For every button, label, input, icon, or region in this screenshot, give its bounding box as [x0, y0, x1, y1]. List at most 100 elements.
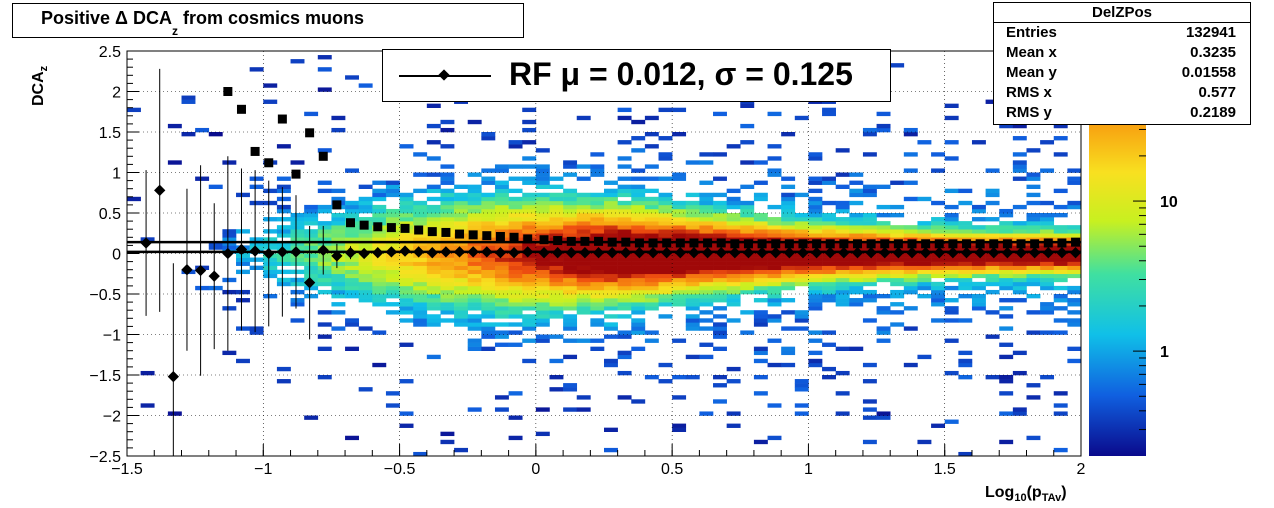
heatmap-cell: [767, 217, 782, 222]
heatmap-cell: [944, 269, 959, 275]
heatmap-cell: [508, 261, 523, 266]
heatmap-cell: [781, 208, 796, 214]
heatmap-cell: [481, 306, 496, 311]
heatmap-cell: [944, 156, 959, 161]
heatmap-cell: [467, 281, 482, 287]
heatmap-cell: [494, 322, 509, 327]
heatmap-cell: [1026, 330, 1041, 335]
heatmap-cell: [713, 289, 727, 295]
heatmap-cell: [508, 257, 523, 262]
heatmap-cell: [331, 221, 346, 226]
heatmap-cell: [290, 281, 305, 287]
heatmap-cell: [726, 144, 741, 149]
heatmap-cell: [549, 196, 564, 202]
heatmap-cell: [276, 217, 291, 222]
rms-point: [675, 238, 685, 248]
heatmap-cell: [481, 277, 496, 283]
heatmap-cell: [917, 261, 932, 266]
heatmap-cell: [276, 281, 291, 287]
heatmap-cell: [440, 318, 455, 323]
heatmap-cell: [467, 192, 482, 198]
heatmap-cell: [385, 213, 400, 218]
heatmap-cell: [1053, 233, 1068, 238]
heatmap-cell: [508, 196, 523, 202]
heatmap-cell: [481, 241, 496, 246]
heatmap-cell: [1012, 176, 1027, 181]
heatmap-cell: [1026, 395, 1041, 400]
heatmap-cell: [317, 375, 332, 380]
heatmap-cell: [467, 196, 482, 202]
heatmap-cell: [317, 346, 332, 351]
heatmap-cell: [985, 99, 1000, 104]
heatmap-cell: [358, 233, 373, 238]
heatmap-cell: [385, 285, 400, 291]
heatmap-cell: [931, 265, 946, 270]
heatmap-cell: [535, 217, 550, 222]
heatmap-cell: [713, 233, 727, 238]
heatmap-cell: [1067, 168, 1082, 173]
heatmap-cell: [426, 257, 441, 262]
heatmap-cell: [481, 265, 496, 270]
heatmap-cell: [563, 322, 578, 327]
heatmap-cell: [862, 257, 877, 262]
heatmap-cell: [631, 298, 646, 303]
heatmap-cell: [631, 233, 646, 238]
heatmap-cell: [726, 366, 741, 372]
heatmap-cell: [753, 261, 768, 266]
heatmap-cell: [794, 192, 809, 198]
heatmap-cell: [576, 407, 591, 412]
heatmap-cell: [454, 281, 469, 287]
heatmap-cell: [494, 294, 509, 299]
heatmap-cell: [345, 168, 359, 173]
heatmap-cell: [767, 265, 782, 270]
heatmap-cell: [644, 188, 659, 194]
heatmap-cell: [604, 217, 618, 222]
heatmap-cell: [345, 200, 359, 206]
heatmap-cell: [822, 366, 836, 372]
heatmap-cell: [944, 225, 959, 230]
rms-point: [962, 239, 972, 249]
heatmap-cell: [931, 229, 946, 234]
heatmap-cell: [767, 289, 782, 295]
heatmap-cell: [753, 314, 768, 319]
heatmap-cell: [685, 285, 700, 291]
heatmap-cell: [631, 192, 646, 198]
rms-point: [975, 239, 985, 249]
heatmap-cell: [931, 281, 946, 287]
heatmap-cell: [590, 229, 605, 234]
heatmap-cell: [849, 265, 864, 270]
heatmap-cell: [931, 294, 946, 299]
heatmap-cell: [890, 204, 905, 210]
heatmap-cell: [876, 233, 891, 238]
heatmap-cell: [767, 221, 782, 226]
heatmap-cell: [822, 269, 836, 275]
heatmap-cell: [903, 196, 918, 202]
heatmap-cell: [426, 245, 441, 250]
heatmap-cell: [713, 213, 727, 218]
mean-point: [579, 247, 591, 259]
rms-point: [523, 234, 533, 244]
heatmap-cell: [781, 269, 796, 275]
heatmap-cell: [658, 200, 673, 206]
mean-point: [797, 247, 809, 259]
heatmap-cell: [276, 144, 291, 149]
heatmap-cell: [985, 269, 1000, 275]
heatmap-cell: [249, 241, 264, 246]
heatmap-cell: [672, 427, 687, 432]
heatmap-cell: [535, 261, 550, 266]
heatmap-cell: [713, 334, 727, 339]
heatmap-cell: [276, 188, 291, 194]
heatmap-cell: [236, 229, 250, 234]
heatmap-cell: [604, 196, 618, 202]
heatmap-cell: [563, 298, 578, 303]
heatmap-cell: [985, 265, 1000, 270]
heatmap-cell: [999, 281, 1014, 287]
heatmap-cell: [549, 298, 564, 303]
heatmap-cell: [426, 156, 441, 161]
heatmap-cell: [617, 140, 632, 145]
x-tick-label: −1: [254, 461, 272, 478]
heatmap-cell: [903, 289, 918, 295]
heatmap-cell: [549, 281, 564, 287]
mean-point: [729, 247, 741, 259]
rms-point: [264, 158, 274, 168]
